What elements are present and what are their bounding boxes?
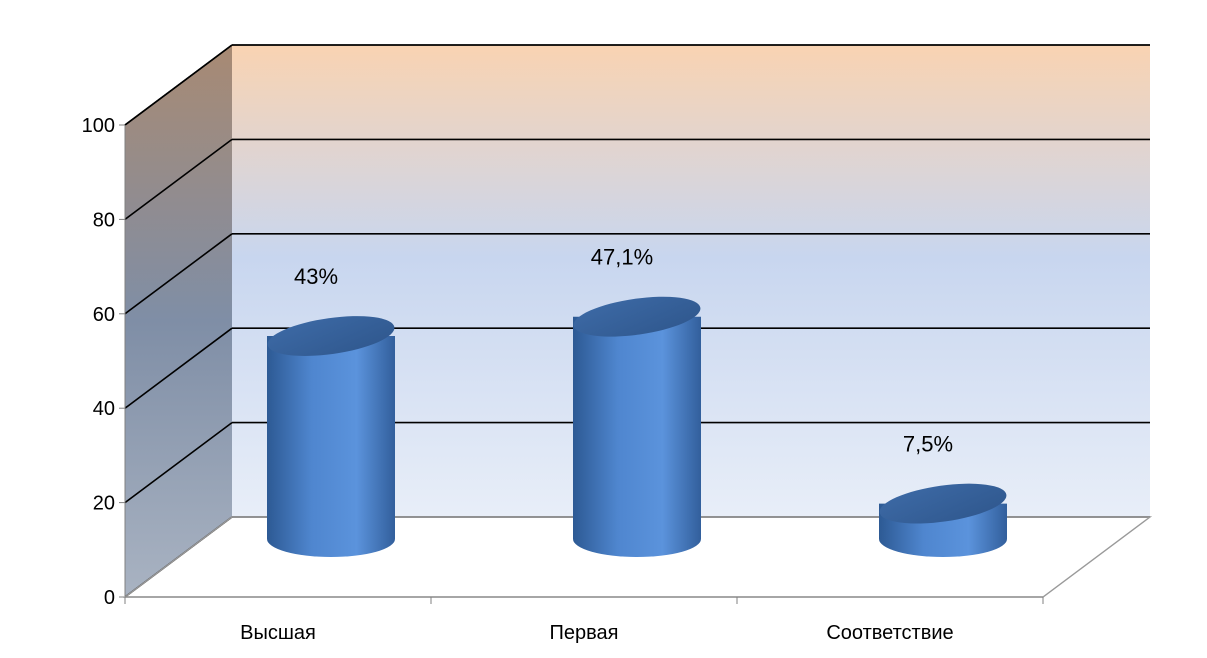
side-wall (125, 45, 232, 597)
cylinder-bar (573, 316, 701, 557)
y-tick-label: 0 (104, 587, 115, 609)
y-tick-label: 100 (82, 115, 115, 137)
cylinder-top (267, 316, 395, 356)
y-tick-label: 80 (93, 209, 115, 231)
side-gridline (124, 421, 233, 504)
y-tick-label: 40 (93, 398, 115, 420)
side-gridline (124, 138, 233, 221)
data-label: 43% (294, 264, 338, 289)
labels: 0 20 40 60 80 100 43% Высшая 47,1% Первая 7,5% Соот… (82, 115, 954, 644)
side-gridline (124, 327, 233, 409)
category-label: Первая (550, 622, 619, 644)
cylinder-bar (267, 336, 395, 557)
side-gridline-top (124, 44, 233, 126)
category-label: Соответствие (826, 622, 953, 644)
y-tick-label: 20 (93, 493, 115, 515)
y-tick-label: 60 (93, 304, 115, 326)
data-label: 7,5% (903, 432, 953, 457)
axes (119, 124, 1153, 604)
cylinders (267, 296, 1007, 557)
category-label: Высшая (240, 622, 316, 644)
cylinder-top (879, 483, 1007, 524)
cylinder-top (573, 296, 701, 337)
data-label: 47,1% (591, 245, 653, 270)
side-gridline (124, 233, 233, 315)
